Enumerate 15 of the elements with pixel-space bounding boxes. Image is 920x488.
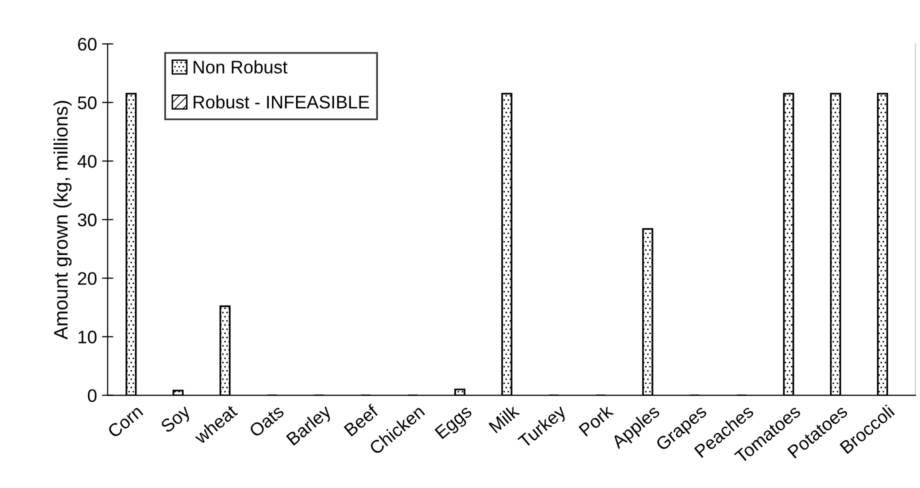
- y-axis-title: Amount grown (kg, millions): [53, 100, 72, 340]
- x-tick-label: Oats: [248, 404, 285, 438]
- y-tick-label: 10: [78, 330, 97, 344]
- y-tick-label: 0: [88, 389, 97, 402]
- x-tick-label: Corn: [106, 404, 144, 438]
- legend-label: Robust - INFEASIBLE: [194, 95, 370, 109]
- legend-label: Non Robust: [194, 60, 288, 74]
- x-tick-label: Milk: [488, 404, 520, 434]
- y-tick-label: 30: [78, 214, 97, 226]
- x-tick-label: Soy: [160, 404, 194, 436]
- y-tick-label: 60: [78, 38, 97, 51]
- y-tick-label: 20: [78, 272, 97, 285]
- y-tick-label: 50: [78, 96, 97, 110]
- x-tick-label: Pork: [578, 404, 614, 437]
- y-tick-label: 40: [78, 154, 97, 168]
